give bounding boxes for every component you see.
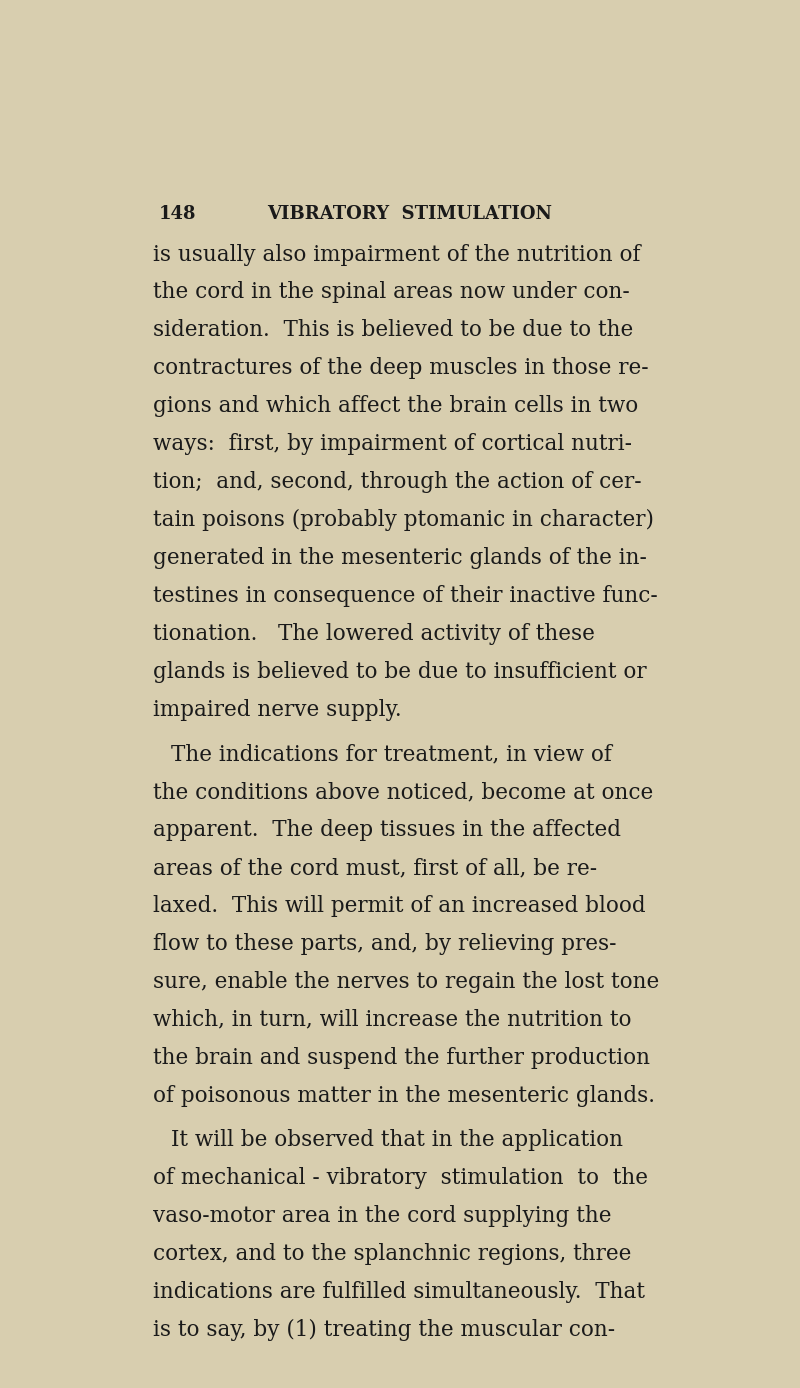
Text: tain poisons (probably ptomanic in character): tain poisons (probably ptomanic in chara…: [153, 509, 654, 532]
Text: which, in turn, will increase the nutrition to: which, in turn, will increase the nutrit…: [153, 1009, 631, 1031]
Text: 148: 148: [159, 205, 197, 223]
Text: contractures of the deep muscles in those re-: contractures of the deep muscles in thos…: [153, 357, 648, 379]
Text: The indications for treatment, in view of: The indications for treatment, in view o…: [171, 743, 612, 765]
Text: sideration.  This is believed to be due to the: sideration. This is believed to be due t…: [153, 319, 633, 341]
Text: glands is believed to be due to insufficient or: glands is believed to be due to insuffic…: [153, 661, 646, 683]
Text: of poisonous matter in the mesenteric glands.: of poisonous matter in the mesenteric gl…: [153, 1084, 654, 1106]
Text: indications are fulfilled simultaneously.  That: indications are fulfilled simultaneously…: [153, 1281, 645, 1303]
Text: testines in consequence of their inactive func-: testines in consequence of their inactiv…: [153, 584, 658, 607]
Text: of mechanical - vibratory  stimulation  to  the: of mechanical - vibratory stimulation to…: [153, 1167, 648, 1190]
Text: apparent.  The deep tissues in the affected: apparent. The deep tissues in the affect…: [153, 819, 621, 841]
Text: the cord in the spinal areas now under con-: the cord in the spinal areas now under c…: [153, 282, 630, 304]
Text: VIBRATORY  STIMULATION: VIBRATORY STIMULATION: [267, 205, 553, 223]
Text: generated in the mesenteric glands of the in-: generated in the mesenteric glands of th…: [153, 547, 646, 569]
Text: flow to these parts, and, by relieving pres-: flow to these parts, and, by relieving p…: [153, 933, 616, 955]
Text: laxed.  This will permit of an increased blood: laxed. This will permit of an increased …: [153, 895, 646, 917]
Text: is to say, by (1) treating the muscular con-: is to say, by (1) treating the muscular …: [153, 1319, 615, 1341]
Text: cortex, and to the splanchnic regions, three: cortex, and to the splanchnic regions, t…: [153, 1242, 631, 1264]
Text: tion;  and, second, through the action of cer-: tion; and, second, through the action of…: [153, 471, 642, 493]
Text: is usually also impairment of the nutrition of: is usually also impairment of the nutrit…: [153, 243, 640, 265]
Text: areas of the cord must, first of all, be re-: areas of the cord must, first of all, be…: [153, 856, 597, 879]
Text: ways:  first, by impairment of cortical nutri-: ways: first, by impairment of cortical n…: [153, 433, 632, 455]
Text: sure, enable the nerves to regain the lost tone: sure, enable the nerves to regain the lo…: [153, 970, 659, 992]
Text: It will be observed that in the application: It will be observed that in the applicat…: [171, 1128, 623, 1151]
Text: the brain and suspend the further production: the brain and suspend the further produc…: [153, 1047, 650, 1069]
Text: gions and which affect the brain cells in two: gions and which affect the brain cells i…: [153, 396, 638, 418]
Text: tionation.   The lowered activity of these: tionation. The lowered activity of these: [153, 623, 594, 645]
Text: the conditions above noticed, become at once: the conditions above noticed, become at …: [153, 781, 653, 804]
Text: vaso-motor area in the cord supplying the: vaso-motor area in the cord supplying th…: [153, 1205, 611, 1227]
Text: impaired nerve supply.: impaired nerve supply.: [153, 698, 402, 720]
